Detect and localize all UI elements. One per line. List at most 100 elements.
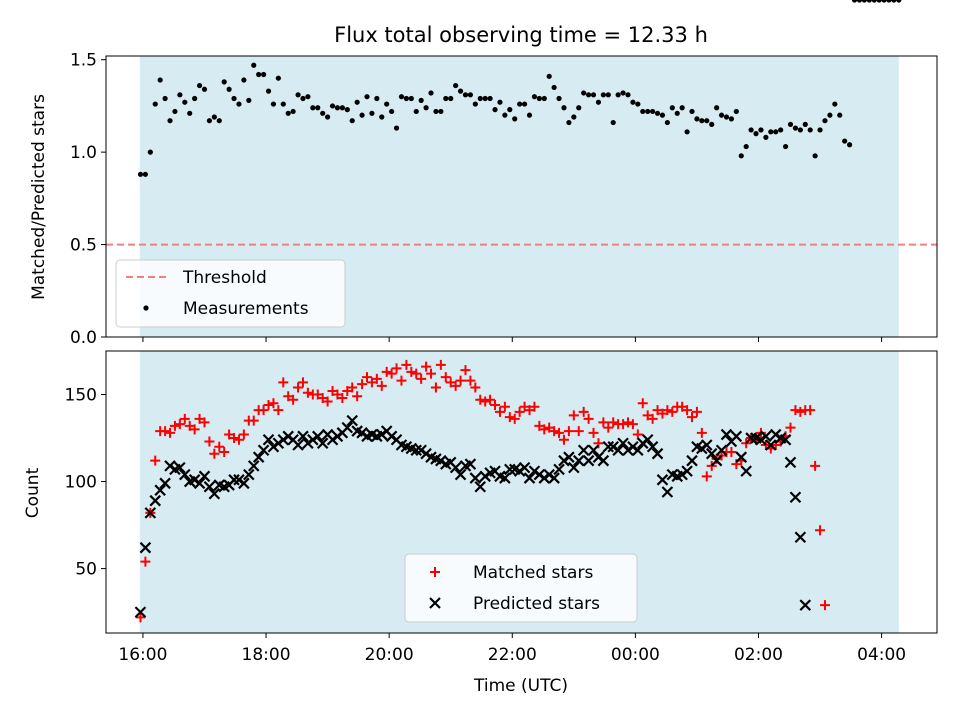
matched-star-point <box>416 373 427 384</box>
series-predicted-stars <box>135 416 812 618</box>
matched-star-point <box>558 434 569 445</box>
legend-measurements-swatch <box>143 305 149 311</box>
measurement-point <box>768 129 774 135</box>
predicted-star-point <box>720 428 733 441</box>
predicted-star-point <box>257 444 270 456</box>
matched-star-point <box>337 393 348 403</box>
measurement-point <box>743 143 749 150</box>
measurement-point <box>561 105 567 111</box>
matched-star-point <box>450 380 461 391</box>
matched-star-point <box>554 427 565 438</box>
measurement-point <box>822 118 828 124</box>
predicted-star-point <box>504 463 516 476</box>
measurement-point <box>379 114 385 120</box>
measurement-point <box>773 129 779 135</box>
measurement-point <box>226 86 232 92</box>
predicted-star-point <box>765 439 777 451</box>
measurement-point <box>832 101 838 107</box>
matched-star-point <box>381 366 392 377</box>
predicted-star-point <box>760 430 772 443</box>
measurement-point <box>142 171 148 177</box>
measurement-point <box>635 101 641 107</box>
predicted-star-point <box>341 421 354 434</box>
legend: Matched stars Predicted stars <box>404 553 638 623</box>
predicted-star-point <box>632 444 644 456</box>
predicted-star-point <box>410 444 423 456</box>
measurement-point <box>359 112 365 118</box>
measurement-point <box>428 90 434 96</box>
measurement-point <box>260 71 267 78</box>
x-tick-label: 20:00 <box>365 645 414 665</box>
measurement-point <box>492 107 498 113</box>
measurement-point <box>403 95 409 102</box>
predicted-star-point <box>316 437 329 450</box>
predicted-star-point <box>243 468 255 481</box>
matched-star-point <box>696 427 707 438</box>
measurement-point <box>162 95 168 102</box>
measurement-point <box>886 0 892 3</box>
measurement-point <box>453 82 459 89</box>
matched-star-point <box>687 412 698 423</box>
measurement-point <box>182 99 188 105</box>
matched-star-point <box>598 417 609 428</box>
measurement-point <box>536 95 542 102</box>
matched-star-point <box>637 398 648 409</box>
matched-star-point <box>179 413 190 424</box>
matched-star-point <box>578 406 589 417</box>
matched-star-point <box>480 396 491 407</box>
matched-star-point <box>455 375 466 386</box>
measurement-point <box>571 114 577 120</box>
measurement-point <box>300 95 306 102</box>
matched-star-point <box>430 382 441 393</box>
measurement-point <box>758 127 764 133</box>
measurement-point <box>748 127 754 133</box>
measurement-point <box>280 101 286 107</box>
predicted-star-point <box>149 494 162 507</box>
legend-threshold-label: Threshold <box>182 268 267 288</box>
measurement-point <box>305 94 311 100</box>
matched-star-point <box>706 460 717 471</box>
predicted-star-point <box>262 434 275 446</box>
counts-panel: 50 100 150 16:00 18:00 20:00 22:00 00:00 02:00 04… <box>65 351 938 665</box>
predicted-star-point <box>735 451 748 463</box>
measurement-point <box>497 99 503 105</box>
measurement-point <box>246 97 252 103</box>
predicted-star-point <box>474 481 487 493</box>
measurement-point <box>714 105 720 111</box>
measurement-point <box>241 77 247 83</box>
matched-star-point <box>588 427 599 438</box>
measurement-point <box>384 101 390 107</box>
measurement-point <box>369 110 375 116</box>
predicted-star-point <box>518 461 531 474</box>
measurement-point <box>650 108 656 115</box>
matched-star-point <box>297 377 308 388</box>
matched-star-point <box>435 359 446 370</box>
matched-star-point <box>352 391 363 402</box>
predicted-star-point <box>572 454 585 467</box>
measurement-point <box>817 127 823 133</box>
y-tick-label: 0.0 <box>70 328 97 348</box>
measurement-point <box>211 114 217 120</box>
matched-star-point <box>667 406 678 417</box>
measurement-point <box>797 127 803 133</box>
measurement-point <box>448 95 454 102</box>
legend-predicted-label: Predicted stars <box>473 594 600 614</box>
predicted-star-point <box>469 472 482 484</box>
predicted-star-point <box>292 439 304 451</box>
measurement-point <box>590 92 597 98</box>
legend-box <box>115 259 346 328</box>
measurement-point <box>339 105 345 111</box>
measurement-point <box>152 101 158 107</box>
measurement-point <box>763 134 769 140</box>
matched-star-point <box>549 426 560 437</box>
measurement-point <box>413 108 419 115</box>
matched-star-point <box>785 422 796 433</box>
matched-star-point <box>199 417 210 428</box>
matched-star-point <box>150 455 161 466</box>
measurement-point <box>320 110 326 116</box>
measurement-point <box>526 112 533 118</box>
measurement-point <box>344 107 350 113</box>
measurement-point <box>221 79 227 85</box>
matched-star-point <box>140 556 151 567</box>
measurement-point <box>216 118 222 124</box>
